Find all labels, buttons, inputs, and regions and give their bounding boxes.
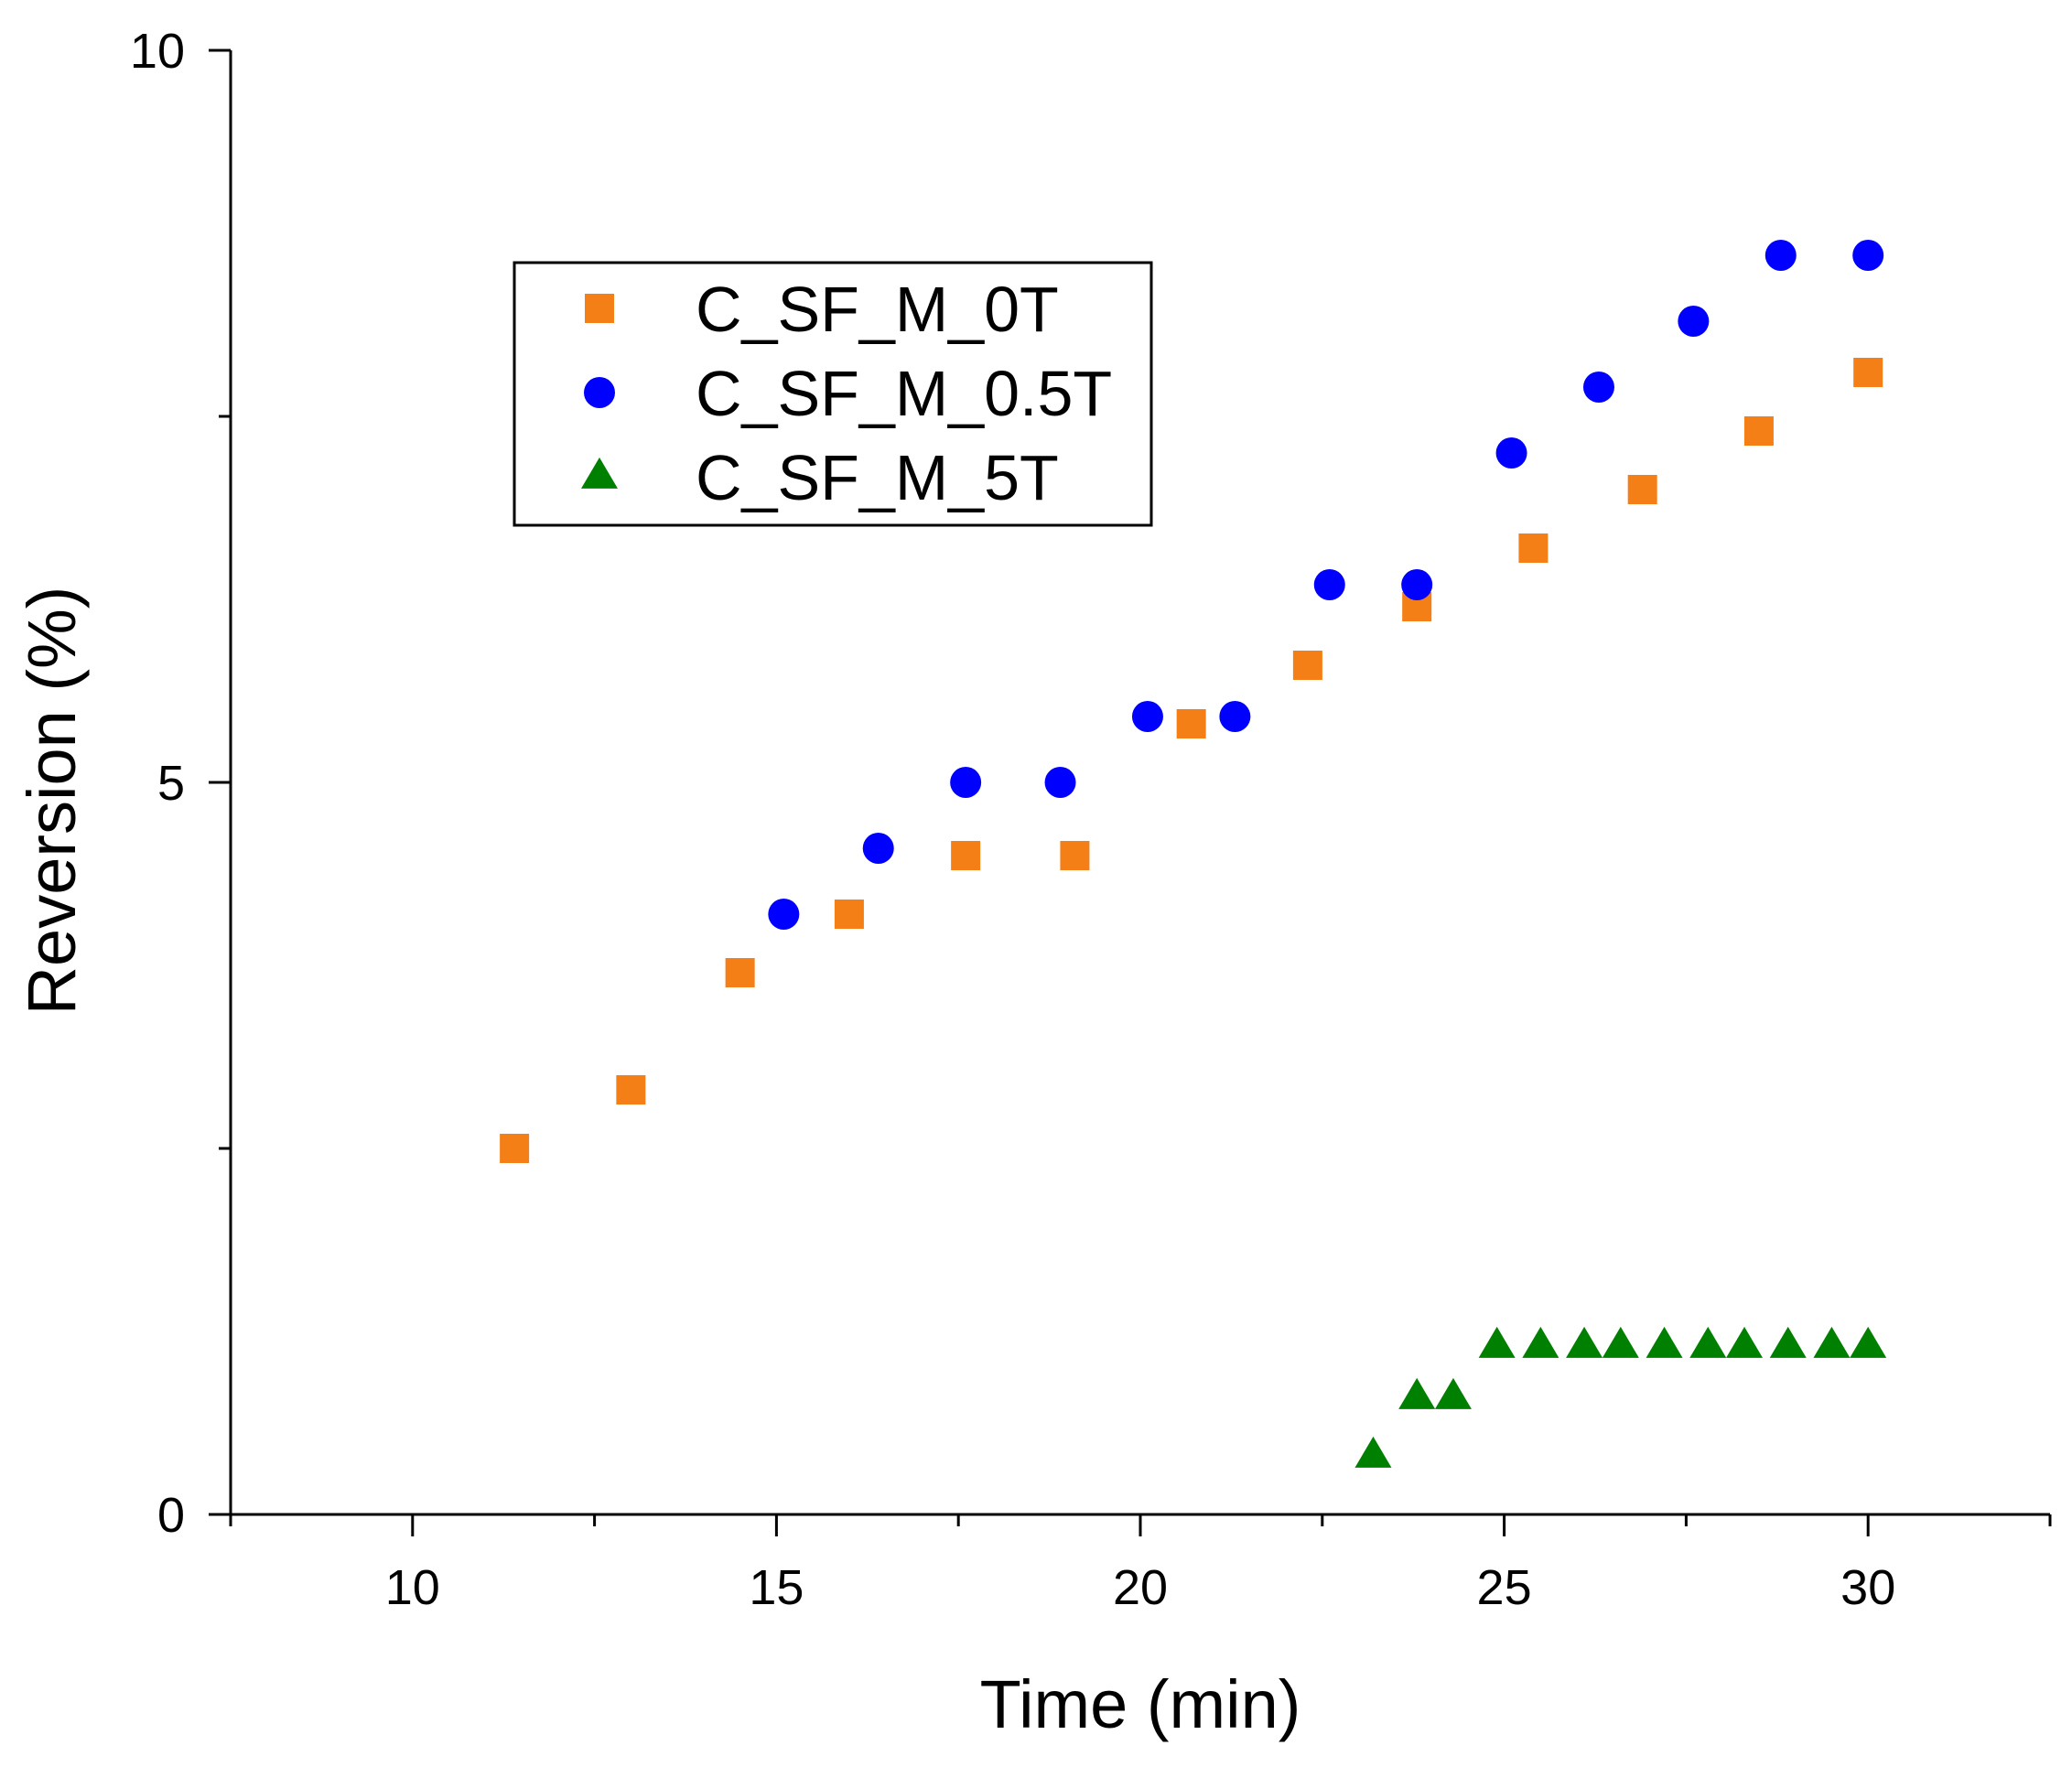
legend-label: C_SF_M_5T bbox=[696, 442, 1059, 513]
data-point bbox=[1354, 1436, 1392, 1468]
data-point bbox=[1566, 1326, 1603, 1358]
data-point bbox=[862, 833, 894, 864]
data-point bbox=[1852, 240, 1884, 271]
data-point bbox=[1853, 358, 1883, 387]
marks-layer bbox=[500, 240, 1887, 1468]
data-point bbox=[1401, 569, 1433, 600]
data-point bbox=[1627, 475, 1657, 504]
series-0 bbox=[500, 358, 1883, 1163]
data-point bbox=[1813, 1326, 1851, 1358]
data-point bbox=[1518, 533, 1549, 563]
x-tick-label: 20 bbox=[1113, 1560, 1168, 1615]
data-point bbox=[500, 1134, 530, 1163]
x-tick-label: 15 bbox=[749, 1560, 804, 1615]
data-point bbox=[834, 900, 864, 929]
series-1 bbox=[768, 240, 1884, 930]
data-point bbox=[1602, 1326, 1639, 1358]
data-point bbox=[1743, 416, 1774, 446]
data-point bbox=[1678, 306, 1710, 337]
data-point bbox=[1044, 767, 1076, 798]
data-point bbox=[1582, 372, 1614, 403]
data-point bbox=[1398, 1377, 1436, 1409]
data-point bbox=[1478, 1326, 1516, 1358]
legend-marker bbox=[581, 457, 618, 489]
x-tick-label: 30 bbox=[1840, 1560, 1895, 1615]
data-point bbox=[1689, 1326, 1727, 1358]
data-point bbox=[1495, 437, 1527, 469]
x-axis-title: Time (min) bbox=[980, 1666, 1301, 1742]
data-point bbox=[616, 1075, 646, 1104]
data-point bbox=[1434, 1377, 1472, 1409]
data-point bbox=[1313, 569, 1345, 600]
data-point bbox=[1764, 240, 1797, 271]
legend-marker bbox=[585, 294, 614, 323]
data-point bbox=[1131, 701, 1163, 732]
legend-label: C_SF_M_0T bbox=[696, 274, 1059, 345]
data-point bbox=[1219, 701, 1251, 732]
y-tick-label: 10 bbox=[130, 24, 185, 79]
y-tick-label: 0 bbox=[157, 1488, 185, 1543]
data-point bbox=[1292, 651, 1322, 680]
data-point bbox=[1769, 1326, 1807, 1358]
x-tick-label: 10 bbox=[385, 1560, 440, 1615]
legend: C_SF_M_0T C_SF_M_0.5T C_SF_M_5T bbox=[513, 261, 1153, 527]
axes-layer: 10 15 20 25 30 0 5 10 Time (min) Reversion (%) bbox=[14, 24, 2052, 1742]
series-2 bbox=[1354, 1326, 1887, 1468]
data-point bbox=[1726, 1326, 1764, 1358]
legend-marker bbox=[584, 377, 615, 408]
data-point bbox=[1522, 1326, 1559, 1358]
data-point bbox=[1060, 841, 1090, 870]
data-point bbox=[725, 958, 755, 987]
data-point bbox=[1646, 1326, 1683, 1358]
data-point bbox=[1850, 1326, 1887, 1358]
legend-box bbox=[513, 261, 1153, 527]
legend-label: C_SF_M_0.5T bbox=[696, 358, 1112, 429]
data-point bbox=[768, 899, 800, 930]
y-axis-title: Reversion (%) bbox=[14, 587, 90, 1016]
data-point bbox=[951, 841, 981, 870]
y-tick-label: 5 bbox=[157, 756, 185, 811]
data-point bbox=[950, 767, 982, 798]
x-tick-label: 25 bbox=[1477, 1560, 1532, 1615]
data-point bbox=[1176, 709, 1206, 738]
